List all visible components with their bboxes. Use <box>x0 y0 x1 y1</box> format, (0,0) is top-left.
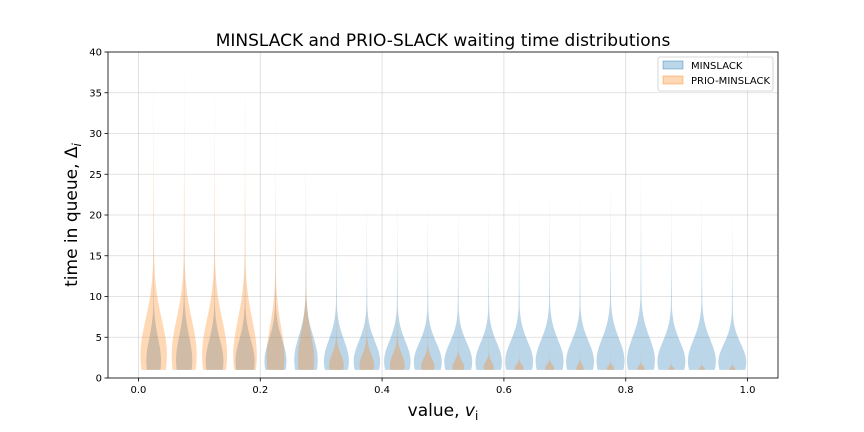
y-axis-label: time in queue, Δi <box>62 142 84 286</box>
violin <box>205 182 224 370</box>
violin <box>176 157 193 370</box>
chart-title: MINSLACK and PRIO-SLACK waiting time dis… <box>216 31 671 51</box>
x-axis-label-text: value, <box>408 401 465 421</box>
violin <box>698 353 705 370</box>
violin <box>171 52 197 370</box>
legend-label-minslack: MINSLACK <box>691 61 743 72</box>
violin <box>146 174 162 370</box>
y-ticks: 0 5 10 15 20 25 30 35 40 <box>89 48 108 385</box>
y-tick-label: 25 <box>89 170 102 181</box>
violin <box>729 353 736 370</box>
legend-swatch-minslack <box>662 60 684 70</box>
violin <box>566 190 595 370</box>
violin <box>202 52 228 370</box>
violin <box>626 166 655 370</box>
legend-box <box>657 56 774 92</box>
violin <box>297 141 315 370</box>
x-tick-label: 1.0 <box>740 385 756 396</box>
legend-swatch-prio-minslack <box>662 75 684 85</box>
violin <box>514 337 524 370</box>
violin <box>384 190 411 370</box>
violin <box>294 157 318 370</box>
y-tick-label: 5 <box>96 333 102 344</box>
violin <box>606 345 615 370</box>
x-tick-label: 0.6 <box>496 385 512 396</box>
violin <box>140 52 167 370</box>
violin <box>687 182 716 370</box>
violin <box>233 52 257 370</box>
y-axis-label-text: time in queue, Δ <box>62 146 82 287</box>
violin <box>637 345 645 370</box>
violin <box>535 182 564 370</box>
x-tick-label: 0.8 <box>618 385 634 396</box>
x-axis-label-sub: i <box>475 409 478 423</box>
violin <box>421 296 435 370</box>
legend-label-prio-minslack: PRIO-MINSLACK <box>691 76 771 87</box>
y-tick-label: 30 <box>89 129 102 140</box>
violin-series-prio-minslack <box>140 52 736 370</box>
x-tick-label: 0.2 <box>252 385 268 396</box>
y-tick-label: 10 <box>89 292 102 303</box>
violin <box>576 337 584 370</box>
y-tick-label: 40 <box>89 48 102 59</box>
violin <box>505 190 534 370</box>
x-axis-label: value, vi <box>408 401 479 423</box>
violin <box>452 312 465 370</box>
violin <box>475 198 502 370</box>
y-tick-label: 35 <box>89 88 102 99</box>
x-tick-label: 0.0 <box>131 385 147 396</box>
violin <box>389 272 405 370</box>
x-tick-label: 0.4 <box>374 385 390 396</box>
violin <box>353 190 381 370</box>
y-tick-label: 0 <box>96 374 102 385</box>
violin <box>359 272 375 370</box>
violin <box>545 337 554 370</box>
violin <box>235 182 255 370</box>
violin <box>266 92 285 370</box>
violin <box>329 272 344 370</box>
violin <box>444 198 473 370</box>
violin <box>413 198 442 370</box>
violin <box>483 320 494 370</box>
violin <box>718 206 747 370</box>
violin <box>657 190 686 370</box>
violin <box>323 182 349 370</box>
legend: MINSLACK PRIO-MINSLACK <box>657 56 774 92</box>
violin <box>668 353 675 370</box>
y-axis-label-sub: i <box>70 142 84 146</box>
x-axis-label-var: v <box>465 401 476 421</box>
violin-series-minslack <box>146 157 747 370</box>
y-tick-label: 20 <box>89 211 102 222</box>
violin <box>264 182 287 370</box>
y-tick-label: 15 <box>89 251 102 262</box>
violins <box>140 52 747 370</box>
violin <box>596 174 625 370</box>
x-ticks: 0.0 0.2 0.4 0.6 0.8 1.0 <box>131 378 756 396</box>
